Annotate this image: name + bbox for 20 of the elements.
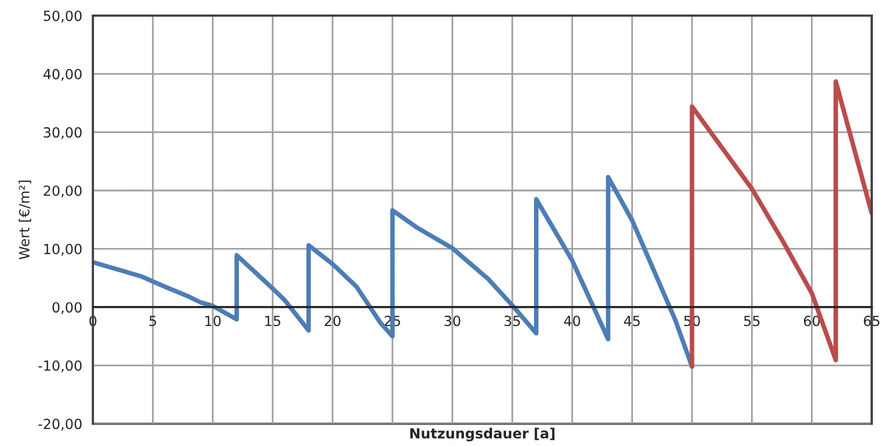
y-tick-label: 40,00	[43, 68, 82, 81]
x-tick-label: 55	[744, 316, 760, 326]
x-tick-label: 45	[624, 316, 640, 326]
x-tick-label: 30	[444, 316, 460, 326]
x-tick-label: 35	[504, 316, 520, 326]
y-tick-label: 0,00	[52, 302, 82, 314]
y-tick-label: -20,00	[38, 418, 82, 431]
y-axis-title: Wert [€/m²]	[18, 180, 32, 260]
x-tick-label: 10	[205, 316, 221, 326]
x-tick-label: 40	[564, 316, 580, 326]
x-tick-label: 5	[149, 316, 156, 326]
y-tick-label: 10,00	[44, 244, 82, 256]
y-tick-label: 20,00	[44, 185, 82, 198]
x-tick-label: 60	[804, 316, 820, 326]
y-tick-label: -10,00	[38, 360, 82, 372]
y-tick-label: 30,00	[44, 127, 82, 140]
y-tick-label: 50,00	[44, 10, 82, 22]
x-axis-title: Nutzungsdauer [a]	[410, 428, 554, 442]
x-tick-label: 15	[265, 316, 280, 326]
x-tick-label: 20	[324, 316, 340, 326]
